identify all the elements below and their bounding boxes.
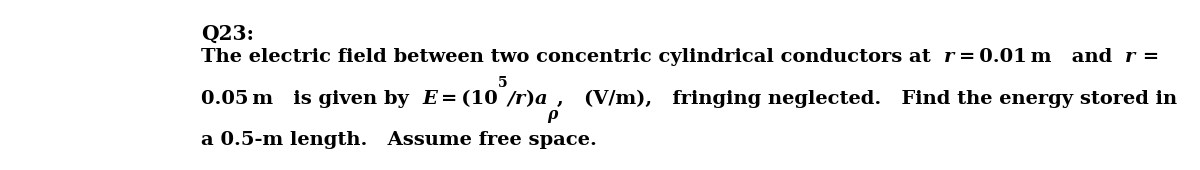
Text: = 0.01 m   and: = 0.01 m and: [955, 48, 1126, 66]
Text: ): ): [526, 90, 534, 108]
Text: =: =: [1135, 48, 1159, 66]
Text: /: /: [508, 90, 515, 108]
Text: ,   (V/m),   fringing neglected.   Find the energy stored in: , (V/m), fringing neglected. Find the en…: [557, 90, 1177, 108]
Text: 0.05 m   is given by: 0.05 m is given by: [202, 90, 422, 108]
Text: r: r: [944, 48, 955, 66]
Text: r: r: [515, 90, 526, 108]
Text: a: a: [534, 90, 547, 108]
Text: Q23:: Q23:: [202, 24, 254, 44]
Text: 5: 5: [498, 76, 508, 90]
Text: = (10: = (10: [437, 90, 498, 108]
Text: ρ: ρ: [547, 106, 557, 123]
Text: E: E: [422, 90, 437, 108]
Text: a 0.5-m length.   Assume free space.: a 0.5-m length. Assume free space.: [202, 131, 598, 149]
Text: r: r: [1126, 48, 1135, 66]
Text: The electric field between two concentric cylindrical conductors at: The electric field between two concentri…: [202, 48, 944, 66]
